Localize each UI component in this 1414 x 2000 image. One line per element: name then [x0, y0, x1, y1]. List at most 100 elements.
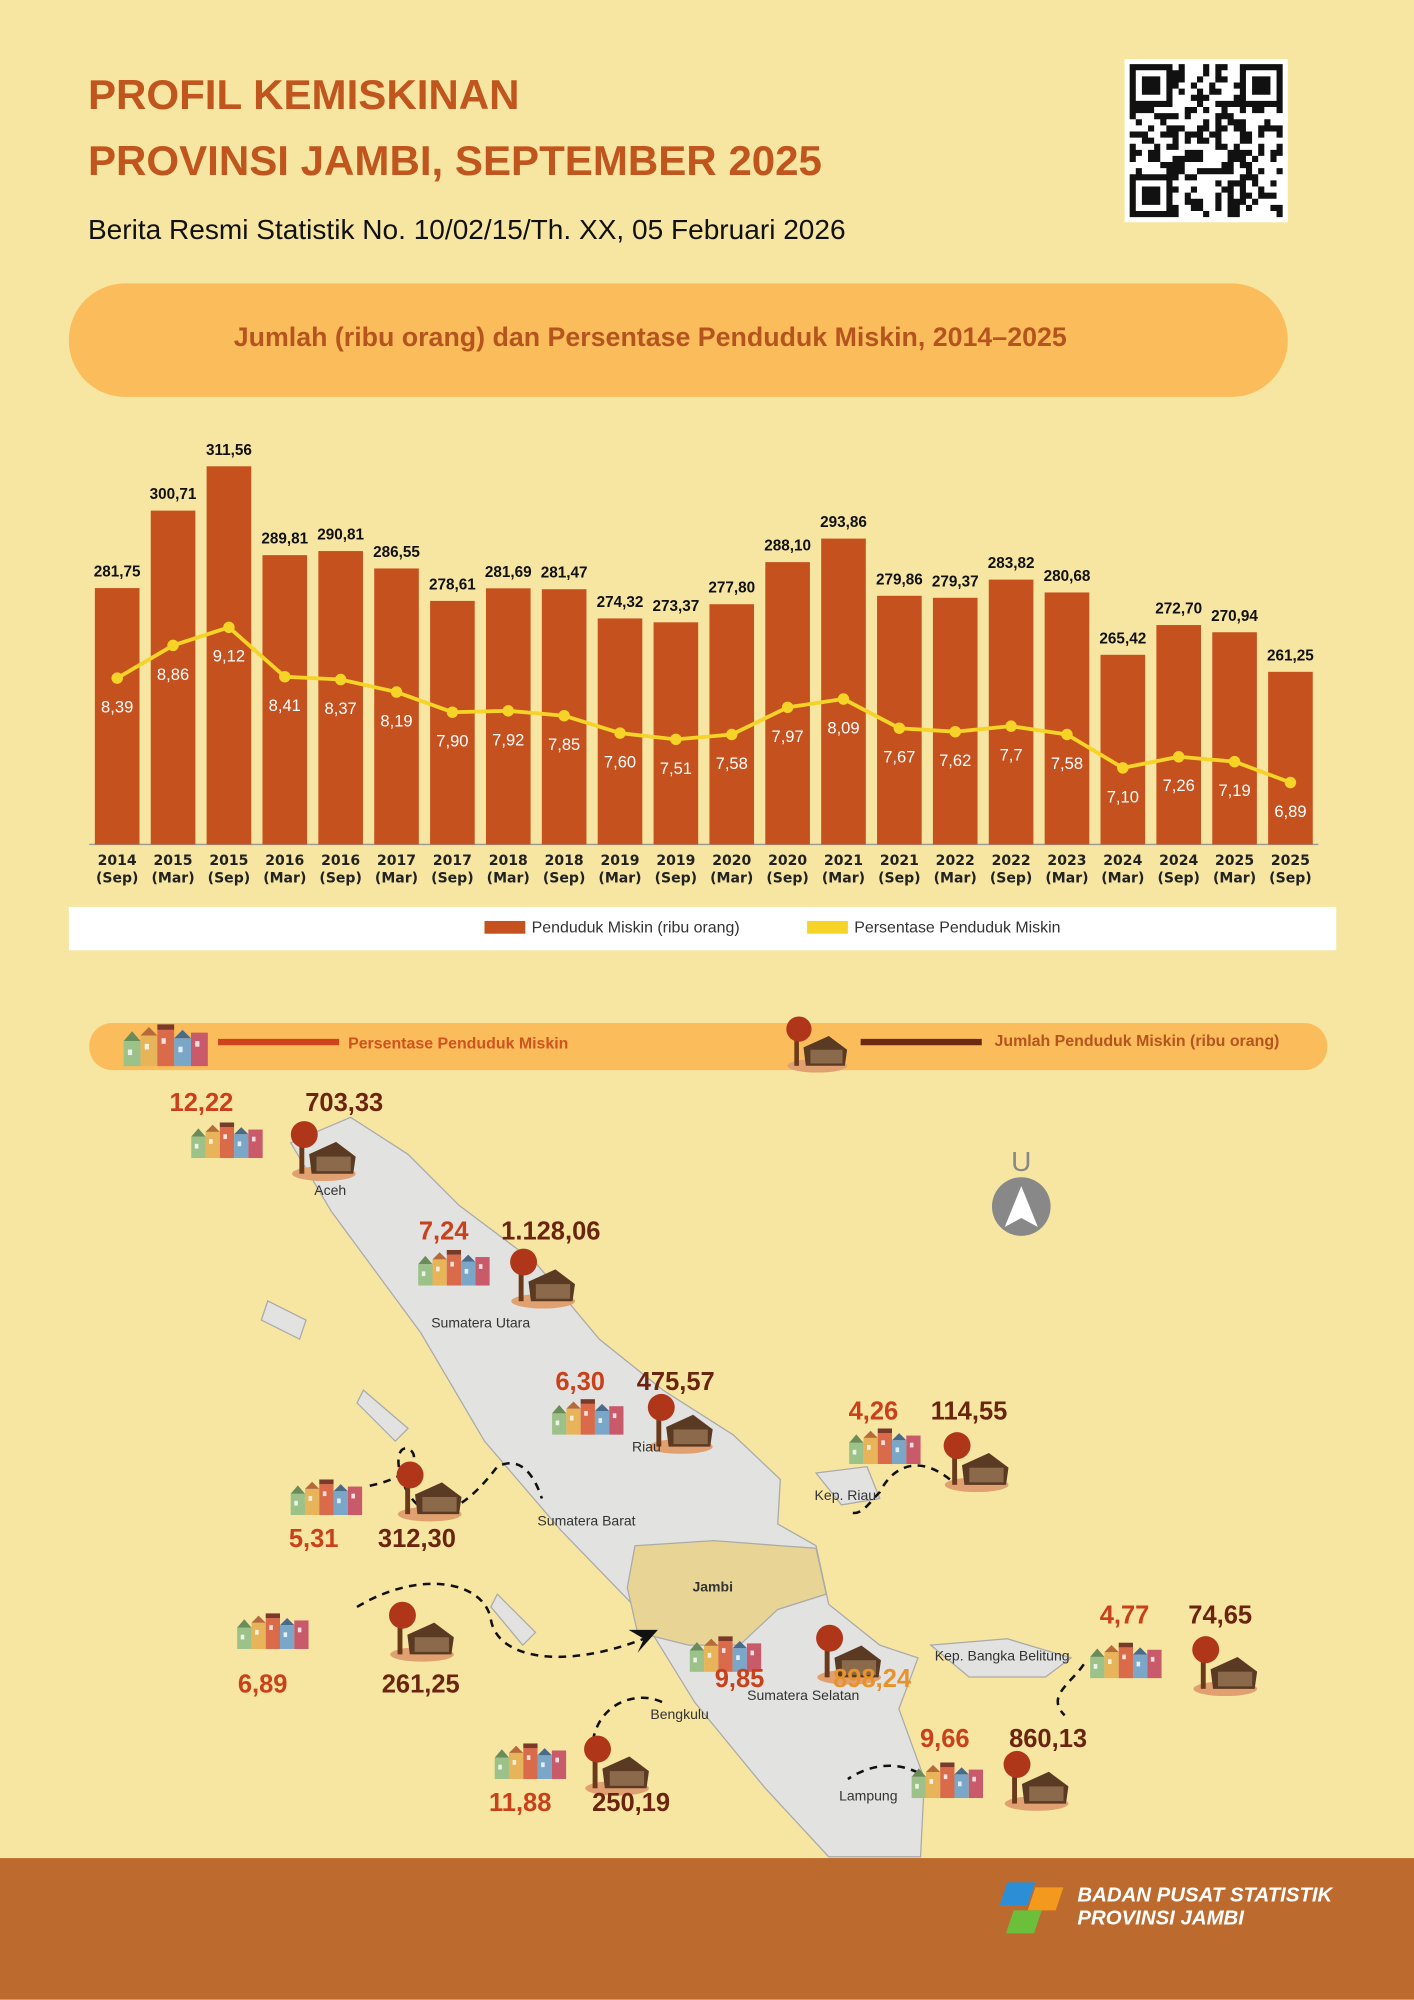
legend-swatch: [807, 920, 848, 934]
value-label: 7,7: [1000, 746, 1023, 765]
value-label: 278,61: [429, 576, 476, 593]
value-label: 7,58: [1051, 754, 1083, 773]
x-tick-label: 2018 (Mar): [487, 852, 530, 886]
value-label: 7,97: [771, 727, 803, 746]
x-tick-label: 2024 (Sep): [1157, 852, 1200, 887]
houses-icon: [290, 1479, 363, 1516]
value-label: 8,37: [325, 699, 357, 718]
value-label: 8,39: [101, 698, 133, 717]
value-label: 281,47: [541, 565, 588, 582]
value-label: 281,69: [485, 564, 532, 581]
bar: [262, 555, 308, 845]
houses-icon: [237, 1613, 309, 1649]
compass-label: U: [1011, 1146, 1031, 1177]
province-percent: 4,26: [849, 1397, 899, 1425]
x-tick-label: 2017 (Mar): [374, 852, 419, 887]
bar: [653, 622, 699, 845]
value-label: 286,55: [373, 544, 420, 561]
province-percent: 9,66: [920, 1725, 970, 1753]
x-tick-label: 2015 (Mar): [151, 852, 194, 886]
value-label: 7,26: [1163, 776, 1195, 795]
x-tick-label: 2021 (Mar): [821, 852, 866, 887]
x-tick-label: 2016 (Mar): [263, 852, 307, 887]
bar: [1268, 671, 1313, 845]
value-label: 300,71: [150, 486, 197, 503]
value-label: 9,12: [213, 647, 245, 666]
province-count: 250,19: [592, 1789, 670, 1817]
x-tick-label: 2021 (Sep): [878, 852, 921, 887]
value-label: 8,09: [827, 718, 859, 737]
chart-title: Jumlah (ribu orang) dan Persentase Pendu…: [234, 322, 1067, 352]
x-tick-label: 2023 (Mar): [1045, 852, 1089, 887]
value-label: 270,94: [1211, 608, 1258, 625]
tree-icon: [510, 1248, 575, 1309]
tree-icon: [396, 1461, 462, 1522]
subtitle: Berita Resmi Statistik No. 10/02/15/Th. …: [88, 214, 846, 245]
legend-swatch: [484, 920, 526, 934]
point: [167, 639, 179, 652]
value-label: 8,41: [269, 696, 301, 715]
x-tick-label: 2019 (Sep): [654, 852, 698, 887]
point: [223, 621, 235, 634]
value-label: 7,19: [1218, 781, 1250, 800]
point: [893, 722, 906, 734]
islands: [260, 1300, 1073, 1678]
bar: [821, 538, 866, 845]
x-tick-label: 2016 (Mar): [263, 852, 307, 887]
jambi-area: [626, 1539, 827, 1646]
value-label: 290,81: [317, 527, 364, 544]
province-count: 74,65: [1188, 1601, 1252, 1629]
legend-label: Persentase Penduduk Miskin: [348, 1035, 568, 1052]
point: [111, 672, 123, 684]
value-label: 7,85: [548, 735, 580, 754]
province-percent: 7,24: [419, 1218, 469, 1246]
x-tick-label: 2014 (Sep): [95, 852, 139, 887]
province-percent: 6,89: [238, 1670, 288, 1698]
bar: [1212, 632, 1257, 845]
bar: [1100, 654, 1146, 845]
chart-banner: [68, 283, 1288, 397]
province-percent: 12,22: [170, 1089, 234, 1117]
x-tick-label: 2022 (Sep): [989, 852, 1033, 887]
point: [502, 705, 515, 717]
tree-icon: [1192, 1636, 1258, 1697]
legend-label: Persentase Penduduk Miskin: [854, 919, 1060, 936]
x-tick-label: 2024 (Mar): [1101, 852, 1145, 887]
province-count: 703,33: [305, 1089, 383, 1117]
x-tick-label: 2021 (Mar): [821, 852, 866, 887]
x-tick-label: 2015 (Sep): [207, 852, 251, 887]
province-name: Aceh: [314, 1182, 346, 1198]
province-name: Kep. Riau: [815, 1487, 877, 1503]
value-label: 273,37: [652, 598, 699, 615]
value-label: 293,86: [820, 514, 867, 531]
x-tick-label: 2017 (Mar): [374, 852, 419, 887]
footer-text: PROVINSI JAMBI: [1077, 1907, 1245, 1929]
province-name: Lampung: [839, 1788, 897, 1804]
x-tick-label: 2024 (Sep): [1157, 852, 1200, 887]
province-count: 860,13: [1009, 1725, 1087, 1753]
x-tick-label: 2018 (Sep): [542, 852, 586, 887]
arrow-head: [628, 1629, 658, 1653]
x-tick-label: 2020 (Sep): [766, 852, 809, 887]
value-label: 277,80: [708, 580, 755, 597]
value-label: 289,81: [261, 531, 308, 548]
value-label: 7,62: [939, 751, 971, 770]
point: [1284, 776, 1297, 789]
province-count: 114,55: [931, 1397, 1008, 1425]
value-label: 265,42: [1099, 630, 1146, 647]
province-name: Kep. Bangka Belitung: [935, 1647, 1070, 1663]
point: [726, 728, 738, 741]
x-tick-label: 2025 (Mar): [1213, 852, 1256, 886]
x-tick-label: 2020 (Mar): [710, 852, 754, 887]
value-label: 8,19: [380, 711, 412, 730]
houses-icon: [191, 1122, 263, 1159]
map-legend: [89, 1022, 1328, 1071]
tree-icon: [388, 1601, 454, 1662]
point: [837, 693, 850, 705]
bar: [988, 579, 1034, 845]
bar: [318, 551, 363, 845]
province-percent: 6,30: [555, 1368, 605, 1396]
bar: [709, 604, 755, 845]
point: [1228, 755, 1241, 768]
